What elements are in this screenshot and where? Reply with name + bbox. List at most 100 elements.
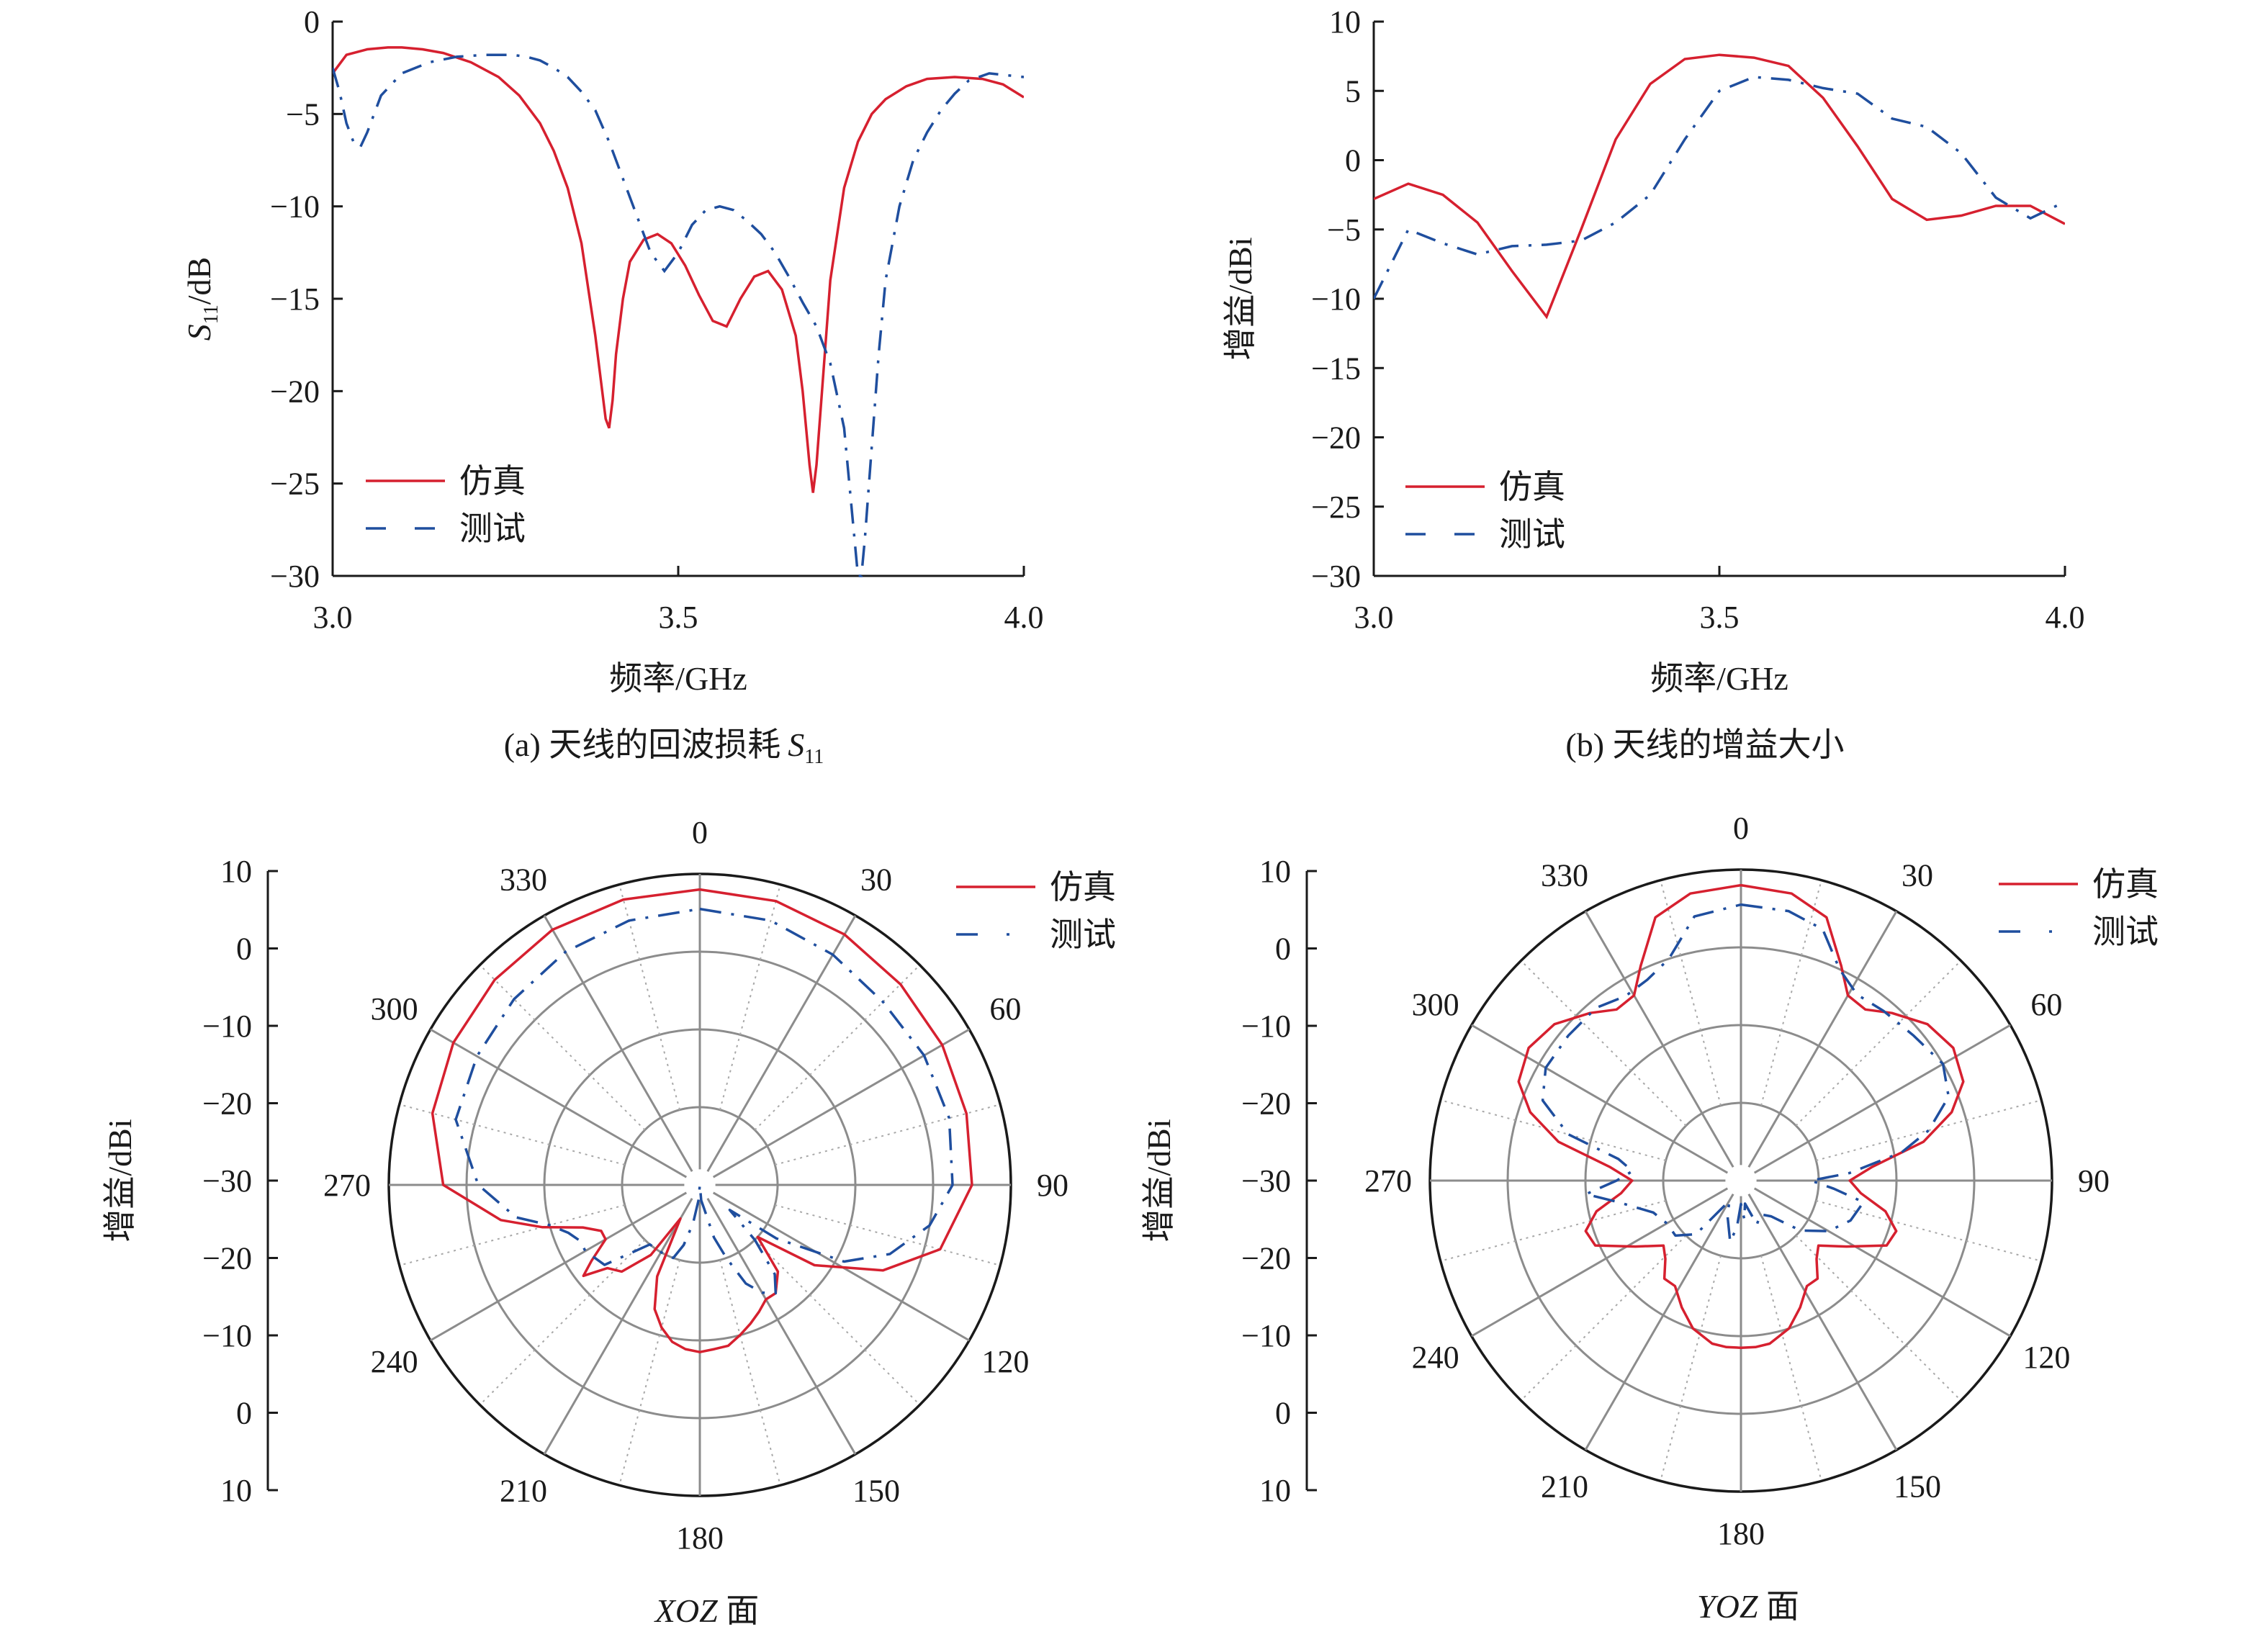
polar-inner-spoke xyxy=(706,1197,740,1253)
plane-label: XOZ 面 xyxy=(654,1592,759,1629)
angle-label: 270 xyxy=(1364,1163,1412,1199)
polar-inner-spoke xyxy=(660,1117,693,1173)
polar-spoke xyxy=(1807,1218,2011,1338)
polar-spoke xyxy=(399,1204,625,1266)
panel-b-gain: 10 5 0 −5 −10 −15 −20 −25 −30 3.0 3.5 4.0 频率/GHz 增益/d… xyxy=(1222,4,2085,763)
radial-tick-label: −10 xyxy=(1241,1318,1291,1353)
x-tick-label: 3.5 xyxy=(659,600,698,635)
y-tick-label: −5 xyxy=(286,96,320,132)
polar-spoke xyxy=(618,884,681,1110)
angle-label: 60 xyxy=(2030,987,2062,1022)
radial-tick-label: 0 xyxy=(236,932,252,967)
polar-spoke xyxy=(754,964,921,1131)
polar-spoke xyxy=(1778,1247,1898,1451)
angle-label: 240 xyxy=(1412,1340,1459,1375)
y-tick-label: 0 xyxy=(1345,143,1361,179)
series-line-simulated xyxy=(1374,53,2065,320)
radial-tick-label: −30 xyxy=(1241,1163,1291,1199)
polar-spoke xyxy=(399,1104,625,1166)
polar-spoke xyxy=(1520,960,1687,1127)
polar-spoke xyxy=(1795,960,1962,1127)
y-tick-label: −20 xyxy=(270,374,320,409)
y-tick-label: 10 xyxy=(1329,4,1361,40)
radial-tick-label: 0 xyxy=(1275,1396,1291,1431)
angle-label: 120 xyxy=(981,1344,1029,1379)
x-tick-label: 3.5 xyxy=(1700,600,1740,635)
radial-tick-label: −20 xyxy=(202,1241,252,1276)
angle-label: 150 xyxy=(1894,1469,1941,1504)
polar-inner-spoke xyxy=(712,1145,768,1178)
pattern-simulated xyxy=(431,888,973,1353)
polar-spoke xyxy=(1660,1255,1722,1482)
angle-label: 0 xyxy=(1733,811,1749,846)
panel-a-s11: 0 −5 −10 −15 −20 −25 −30 3.0 3.5 4.0 频率/GHz S11/dB (… xyxy=(181,4,1044,768)
pattern-simulated xyxy=(1517,883,1965,1349)
polar-inner-spoke xyxy=(1753,1187,1809,1221)
angle-label: 240 xyxy=(371,1344,418,1379)
polar-spoke xyxy=(479,964,646,1131)
radial-tick-label: −20 xyxy=(202,1086,252,1122)
radial-tick-label: 0 xyxy=(236,1396,252,1431)
polar-spoke xyxy=(1520,1235,1687,1402)
panel-d-yoz-pattern: 0 30 60 90 120 150 180 210 240 270 300 330 10 0 −10 −20… xyxy=(1140,811,2159,1625)
series-line-measured xyxy=(333,53,1024,577)
y-tick-label: −30 xyxy=(270,559,320,594)
pattern-measured xyxy=(1541,903,1950,1243)
polar-inner-spoke xyxy=(631,1191,688,1225)
angle-label: 180 xyxy=(1717,1516,1765,1551)
x-tick-label: 3.0 xyxy=(1354,600,1394,635)
angle-label: 300 xyxy=(1412,987,1459,1022)
polar-spoke xyxy=(775,1104,1001,1166)
polar-spoke xyxy=(430,1222,634,1342)
polar-inner-spoke xyxy=(712,1191,768,1225)
radial-tick-label: 0 xyxy=(1275,932,1291,967)
y-tick-label: −20 xyxy=(1311,420,1361,456)
polar-spoke xyxy=(618,1260,681,1486)
legend-label: 测试 xyxy=(1499,516,1565,553)
angle-label: 0 xyxy=(692,815,708,850)
plane-label: YOZ 面 xyxy=(1697,1588,1799,1625)
radial-tick-label: 10 xyxy=(1259,854,1291,889)
y-tick-label: 5 xyxy=(1345,73,1361,109)
angle-label: 120 xyxy=(2022,1340,2070,1375)
angle-label: 90 xyxy=(1037,1168,1068,1203)
angle-label: 210 xyxy=(1541,1469,1588,1504)
polar-spoke xyxy=(1584,1247,1704,1451)
pattern-measured xyxy=(454,907,954,1295)
radial-tick-label: −10 xyxy=(1241,1009,1291,1044)
radial-tick-label: 10 xyxy=(220,854,252,889)
polar-spoke xyxy=(1760,1255,1822,1482)
x-tick-label: 4.0 xyxy=(1004,600,1044,635)
polar-spoke xyxy=(754,1239,921,1406)
polar-spoke xyxy=(737,915,857,1119)
y-tick-label: −10 xyxy=(1311,281,1361,317)
legend-label: 测试 xyxy=(1050,916,1116,953)
legend-label: 测试 xyxy=(459,510,526,547)
caption: (b) 天线的增益大小 xyxy=(1565,726,1844,763)
polar-spoke xyxy=(1471,1024,1675,1143)
polar-spoke xyxy=(1795,1235,1962,1402)
radial-axis-label: 增益/dBi xyxy=(1140,1119,1177,1242)
polar-spoke xyxy=(1584,911,1704,1114)
y-tick-label: −15 xyxy=(1311,351,1361,386)
radial-tick-label: −10 xyxy=(202,1009,252,1044)
y-tick-label: −25 xyxy=(1311,490,1361,525)
y-tick-label: −30 xyxy=(1311,559,1361,594)
caption: (a) 天线的回波损耗 S11 xyxy=(504,726,824,768)
radial-axis-label: 增益/dBi xyxy=(102,1119,138,1242)
angle-label: 300 xyxy=(371,991,418,1027)
angle-label: 210 xyxy=(500,1473,547,1508)
radial-tick-label: 10 xyxy=(1259,1473,1291,1508)
polar-inner-spoke xyxy=(1747,1112,1781,1168)
x-tick-label: 3.0 xyxy=(313,600,353,635)
y-axis-label: 增益/dBi xyxy=(1222,237,1259,360)
polar-spoke xyxy=(543,1251,662,1455)
polar-spoke xyxy=(719,1260,781,1486)
polar-inner-spoke xyxy=(1701,1112,1734,1168)
legend-label: 仿真 xyxy=(1499,469,1565,505)
polar-inner-spoke xyxy=(1673,1187,1729,1221)
x-axis-label: 频率/GHz xyxy=(1650,660,1788,697)
polar-spoke xyxy=(1816,1099,2042,1162)
polar-spoke xyxy=(1440,1199,1666,1262)
